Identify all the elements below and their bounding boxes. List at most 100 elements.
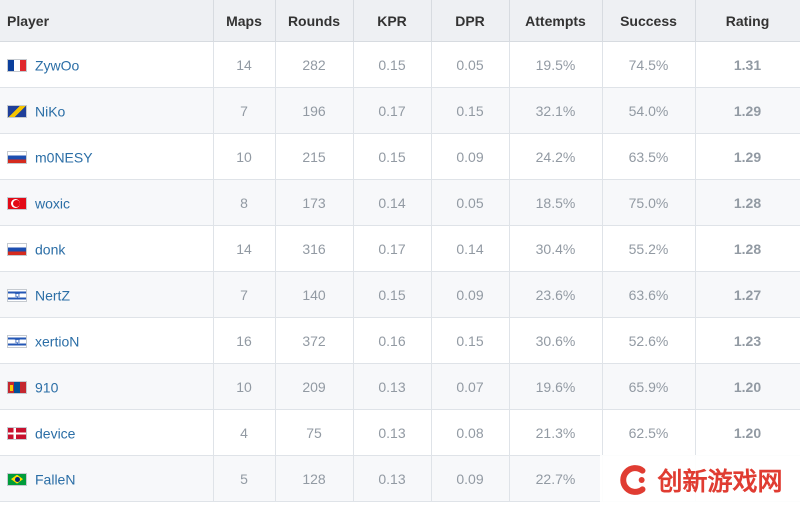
header-player[interactable]: Player bbox=[0, 0, 214, 42]
player-link[interactable]: 910 bbox=[35, 379, 59, 396]
dpr-cell: 0.15 bbox=[431, 87, 510, 134]
player-link[interactable]: donk bbox=[35, 241, 66, 258]
attempts-cell: 23.6% bbox=[509, 271, 603, 318]
header-success[interactable]: Success bbox=[602, 0, 696, 42]
success-cell: 63.6% bbox=[602, 271, 696, 318]
player-link[interactable]: NertZ bbox=[35, 287, 70, 304]
success-cell: 62.5% bbox=[602, 409, 696, 456]
dpr-cell: 0.09 bbox=[431, 455, 510, 502]
dpr-cell: 0.05 bbox=[431, 41, 510, 88]
player-cell: m0NESY bbox=[0, 133, 214, 180]
bosnia-flag-icon bbox=[7, 104, 27, 118]
rounds-cell: 173 bbox=[275, 179, 354, 226]
table-row: device 4 75 0.13 0.08 21.3% 62.5% 1.20 bbox=[0, 409, 800, 456]
rounds-cell: 209 bbox=[275, 363, 354, 410]
table-row: m0NESY 10 215 0.15 0.09 24.2% 63.5% 1.29 bbox=[0, 133, 800, 180]
player-cell: device bbox=[0, 409, 214, 456]
watermark-logo-icon bbox=[620, 465, 646, 495]
table-row: woxic 8 173 0.14 0.05 18.5% 75.0% 1.28 bbox=[0, 179, 800, 226]
table-header-row: Player Maps Rounds KPR DPR Attempts Succ… bbox=[0, 0, 800, 42]
france-flag-icon bbox=[7, 58, 27, 72]
header-maps[interactable]: Maps bbox=[213, 0, 276, 42]
table-body: ZywOo 14 282 0.15 0.05 19.5% 74.5% 1.31 … bbox=[0, 41, 800, 502]
header-rounds[interactable]: Rounds bbox=[275, 0, 354, 42]
attempts-cell: 21.3% bbox=[509, 409, 603, 456]
success-cell: 54.0% bbox=[602, 87, 696, 134]
maps-cell: 8 bbox=[213, 179, 276, 226]
header-rating[interactable]: Rating bbox=[695, 0, 800, 42]
kpr-cell: 0.13 bbox=[353, 409, 432, 456]
attempts-cell: 30.6% bbox=[509, 317, 603, 364]
rounds-cell: 75 bbox=[275, 409, 354, 456]
table-row: donk 14 316 0.17 0.14 30.4% 55.2% 1.28 bbox=[0, 225, 800, 272]
success-cell: 52.6% bbox=[602, 317, 696, 364]
maps-cell: 5 bbox=[213, 455, 276, 502]
player-link[interactable]: xertioN bbox=[35, 333, 80, 350]
attempts-cell: 32.1% bbox=[509, 87, 603, 134]
player-link[interactable]: NiKo bbox=[35, 103, 66, 120]
dpr-cell: 0.14 bbox=[431, 225, 510, 272]
kpr-cell: 0.13 bbox=[353, 455, 432, 502]
rating-cell: 1.29 bbox=[695, 87, 800, 134]
rating-cell: 1.23 bbox=[695, 317, 800, 364]
rating-cell: 1.28 bbox=[695, 179, 800, 226]
kpr-cell: 0.15 bbox=[353, 271, 432, 318]
attempts-cell: 30.4% bbox=[509, 225, 603, 272]
success-cell: 63.5% bbox=[602, 133, 696, 180]
rounds-cell: 140 bbox=[275, 271, 354, 318]
player-link[interactable]: m0NESY bbox=[35, 149, 93, 166]
maps-cell: 10 bbox=[213, 133, 276, 180]
player-link[interactable]: woxic bbox=[35, 195, 71, 212]
maps-cell: 7 bbox=[213, 87, 276, 134]
success-cell: 74.5% bbox=[602, 41, 696, 88]
player-link[interactable]: ZywOo bbox=[35, 57, 80, 74]
table-row: ZywOo 14 282 0.15 0.05 19.5% 74.5% 1.31 bbox=[0, 41, 800, 88]
dpr-cell: 0.15 bbox=[431, 317, 510, 364]
rating-cell: 1.29 bbox=[695, 133, 800, 180]
dpr-cell: 0.09 bbox=[431, 271, 510, 318]
rating-cell: 1.20 bbox=[695, 409, 800, 456]
header-kpr[interactable]: KPR bbox=[353, 0, 432, 42]
kpr-cell: 0.17 bbox=[353, 87, 432, 134]
player-link[interactable]: device bbox=[35, 425, 76, 442]
header-dpr[interactable]: DPR bbox=[431, 0, 510, 42]
kpr-cell: 0.13 bbox=[353, 363, 432, 410]
rating-cell: 1.20 bbox=[695, 363, 800, 410]
player-cell: NiKo bbox=[0, 87, 214, 134]
dpr-cell: 0.05 bbox=[431, 179, 510, 226]
rounds-cell: 316 bbox=[275, 225, 354, 272]
dpr-cell: 0.08 bbox=[431, 409, 510, 456]
attempts-cell: 24.2% bbox=[509, 133, 603, 180]
rounds-cell: 128 bbox=[275, 455, 354, 502]
watermark: 创新游戏网 bbox=[600, 455, 800, 505]
brazil-flag-icon bbox=[7, 472, 27, 486]
kpr-cell: 0.14 bbox=[353, 179, 432, 226]
table-row: NertZ 7 140 0.15 0.09 23.6% 63.6% 1.27 bbox=[0, 271, 800, 318]
player-cell: 910 bbox=[0, 363, 214, 410]
player-link[interactable]: FalleN bbox=[35, 471, 76, 488]
success-cell: 65.9% bbox=[602, 363, 696, 410]
maps-cell: 4 bbox=[213, 409, 276, 456]
player-cell: donk bbox=[0, 225, 214, 272]
maps-cell: 10 bbox=[213, 363, 276, 410]
rounds-cell: 282 bbox=[275, 41, 354, 88]
table-row: NiKo 7 196 0.17 0.15 32.1% 54.0% 1.29 bbox=[0, 87, 800, 134]
russia-flag-icon bbox=[7, 242, 27, 256]
kpr-cell: 0.17 bbox=[353, 225, 432, 272]
maps-cell: 16 bbox=[213, 317, 276, 364]
rating-cell: 1.31 bbox=[695, 41, 800, 88]
kpr-cell: 0.15 bbox=[353, 41, 432, 88]
watermark-text: 创新游戏网 bbox=[657, 467, 783, 496]
maps-cell: 14 bbox=[213, 225, 276, 272]
header-attempts[interactable]: Attempts bbox=[509, 0, 603, 42]
maps-cell: 7 bbox=[213, 271, 276, 318]
dpr-cell: 0.09 bbox=[431, 133, 510, 180]
dpr-cell: 0.07 bbox=[431, 363, 510, 410]
maps-cell: 14 bbox=[213, 41, 276, 88]
rounds-cell: 215 bbox=[275, 133, 354, 180]
kpr-cell: 0.15 bbox=[353, 133, 432, 180]
rating-cell: 1.27 bbox=[695, 271, 800, 318]
kpr-cell: 0.16 bbox=[353, 317, 432, 364]
rounds-cell: 196 bbox=[275, 87, 354, 134]
